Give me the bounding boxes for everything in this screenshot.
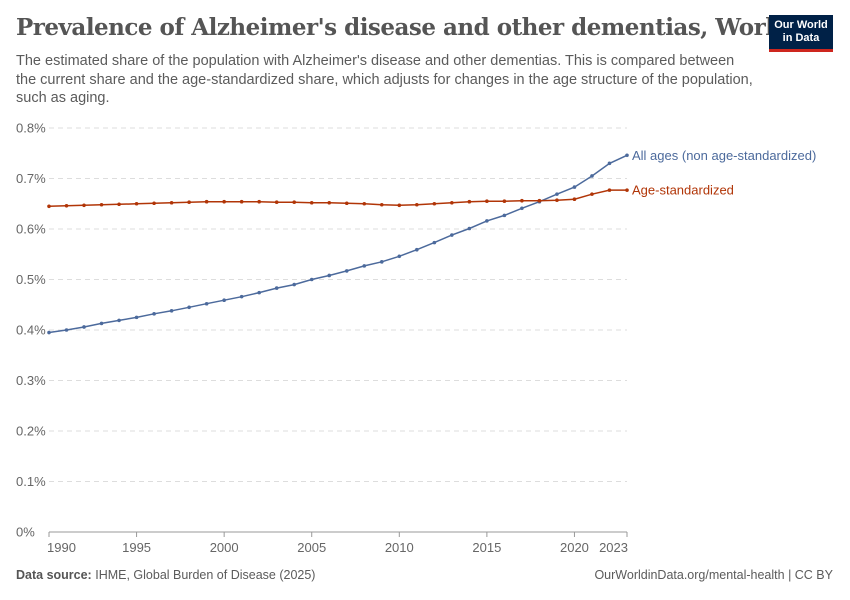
data-point [467, 226, 472, 231]
y-tick-label: 0.7% [16, 171, 46, 186]
data-point [82, 203, 86, 208]
owid-logo[interactable]: Our World in Data [769, 15, 833, 52]
data-point [309, 277, 314, 282]
y-tick-label: 0.3% [16, 373, 46, 388]
data-point [485, 219, 489, 223]
x-tick-label: 2005 [297, 540, 326, 555]
data-point [99, 321, 104, 326]
x-tick-label: 2023 [599, 540, 628, 555]
data-point [379, 260, 384, 264]
x-tick-label: 1990 [47, 540, 76, 555]
data-point [327, 200, 332, 205]
y-tick-label: 0.4% [16, 323, 46, 338]
data-point [572, 185, 577, 189]
x-tick-label: 2015 [472, 540, 501, 555]
data-point [502, 213, 507, 218]
data-point [572, 197, 577, 202]
data-point [625, 188, 629, 192]
y-tick-label: 0.2% [16, 424, 46, 439]
data-point [239, 294, 244, 299]
logo-line-2: in Data [782, 32, 820, 44]
data-point [204, 301, 209, 306]
y-tick-label: 0.6% [16, 222, 46, 237]
series-label: All ages (non age-standardized) [632, 148, 816, 163]
data-point [309, 200, 314, 205]
data-point [590, 174, 594, 178]
data-point [152, 312, 156, 316]
series-label: Age-standardized [632, 183, 734, 198]
data-point [625, 153, 629, 158]
data-point [99, 202, 104, 207]
data-point [362, 264, 367, 268]
data-point [292, 200, 297, 205]
data-point [520, 206, 524, 211]
data-point [344, 269, 349, 273]
data-point [520, 198, 524, 203]
x-tick-label: 2020 [560, 540, 589, 555]
data-point [169, 309, 174, 313]
data-point [222, 298, 226, 303]
data-point [292, 282, 297, 287]
data-point [239, 199, 244, 204]
data-point [415, 247, 419, 252]
chart-subtitle: The estimated share of the population wi… [16, 53, 753, 106]
data-point [450, 233, 454, 237]
y-tick-label: 0.1% [16, 474, 46, 489]
data-point [187, 200, 191, 205]
data-point [117, 318, 121, 323]
data-point [274, 286, 279, 290]
series-line [48, 154, 628, 334]
data-source-text[interactable]: IHME, Global Burden of Disease (2025) [95, 568, 316, 582]
data-point [397, 203, 402, 208]
data-point [134, 315, 139, 320]
data-point [432, 240, 437, 245]
data-point [47, 330, 51, 335]
x-tick-label: 2010 [385, 540, 414, 555]
y-tick-label: 0.8% [16, 121, 46, 136]
data-point [415, 202, 419, 207]
data-point [555, 198, 559, 203]
data-point [485, 199, 489, 204]
data-point [607, 188, 612, 192]
data-point [257, 290, 261, 295]
data-point [117, 202, 121, 207]
data-point [64, 328, 69, 332]
data-point [187, 305, 191, 310]
data-point [590, 192, 594, 196]
data-point [397, 254, 402, 259]
data-point [64, 203, 69, 208]
data-point [327, 273, 332, 278]
data-point [537, 198, 542, 203]
data-point [274, 200, 279, 205]
data-point [82, 325, 86, 329]
data-point [467, 199, 472, 204]
data-point [257, 199, 261, 204]
data-point [169, 200, 174, 205]
data-point [432, 201, 437, 206]
x-tick-label: 2000 [210, 540, 239, 555]
data-point [450, 200, 454, 205]
data-point [204, 199, 209, 204]
data-point [362, 201, 367, 206]
x-tick-label: 1995 [122, 540, 151, 555]
y-tick-label: 0.5% [16, 272, 46, 287]
data-point [47, 204, 51, 209]
y-tick-label: 0% [16, 525, 35, 540]
chart-title: Prevalence of Alzheimer's disease and ot… [16, 14, 790, 41]
data-point [555, 192, 559, 196]
data-point [152, 201, 156, 206]
logo-line-1: Our World [774, 19, 828, 31]
data-point [379, 202, 384, 207]
data-point [222, 199, 226, 204]
data-point [134, 201, 139, 206]
data-point [502, 199, 507, 204]
data-source-label: Data source: [16, 568, 92, 582]
data-point [344, 201, 349, 206]
data-point [607, 161, 612, 166]
series-line [48, 189, 627, 208]
footer-url[interactable]: OurWorldinData.org/mental-health | CC BY [594, 568, 833, 582]
data-source: Data source: IHME, Global Burden of Dise… [16, 568, 315, 582]
